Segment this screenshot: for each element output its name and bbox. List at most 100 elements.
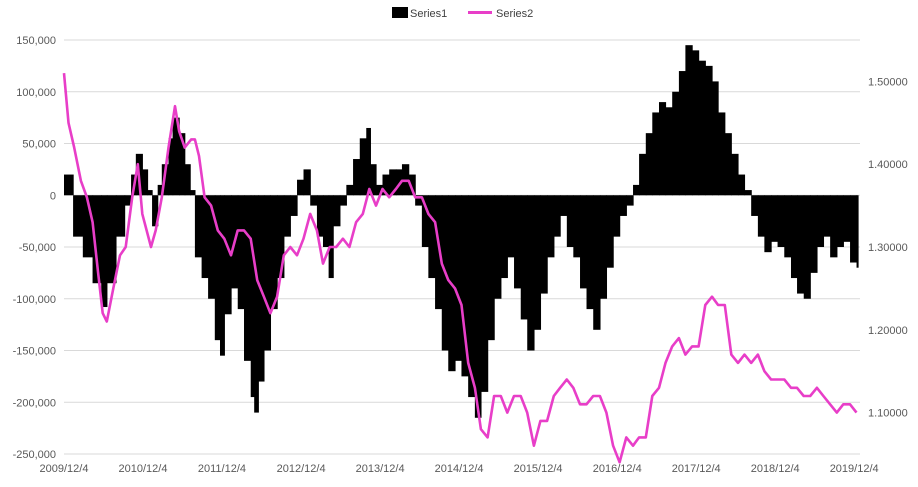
series1-bar <box>816 195 825 247</box>
y-left-tick-label: -250,000 <box>13 449 56 461</box>
series1-bar <box>599 195 608 299</box>
series1-bar <box>540 195 548 294</box>
series1-bar <box>106 195 117 284</box>
series1-bar <box>633 184 640 196</box>
series1-bar <box>333 195 341 227</box>
series1-bar <box>64 174 74 196</box>
series1-bar <box>184 164 191 196</box>
series1-bar <box>672 91 680 196</box>
series1-bar <box>830 195 838 258</box>
series1-bar <box>339 195 347 206</box>
series1-bar <box>270 195 278 310</box>
x-tick-label: 2014/12/4 <box>435 463 484 475</box>
series1-bar <box>389 169 397 196</box>
series1-bar <box>520 195 528 320</box>
series1-bar <box>328 195 334 279</box>
series1-bar <box>277 195 285 279</box>
series1-bar <box>658 102 667 196</box>
series1-bar <box>731 153 739 196</box>
series1-bar <box>237 195 245 310</box>
series1-bar <box>705 65 713 196</box>
series1-bar <box>73 195 84 237</box>
x-tick-label: 2010/12/4 <box>119 463 168 475</box>
series1-bar <box>454 195 463 361</box>
series1-bar <box>823 195 831 237</box>
series1-bar <box>303 169 311 196</box>
series1-bar <box>359 138 367 196</box>
series1-bar <box>639 153 647 196</box>
legend-swatch-series1 <box>392 7 408 18</box>
series1-bar <box>468 195 476 398</box>
series2-line-group <box>62 72 858 464</box>
x-tick-label: 2019/12/4 <box>830 463 879 475</box>
series1-bar <box>712 81 719 196</box>
series1-bar <box>310 195 318 206</box>
series1-bar <box>527 195 535 351</box>
series1-bar <box>790 195 798 279</box>
series1-bar <box>82 195 94 258</box>
series1-bar <box>224 195 232 315</box>
series1-bar <box>124 195 132 206</box>
series1-bar <box>172 117 180 196</box>
series1-bar <box>101 195 108 308</box>
x-tick-label: 2012/12/4 <box>277 463 326 475</box>
series1-bar <box>777 195 785 247</box>
series1-bar <box>297 179 305 196</box>
series1-bar <box>179 133 186 196</box>
series1-bar <box>395 169 403 196</box>
series1-bar <box>375 184 384 196</box>
series1-bar <box>487 195 495 341</box>
series1-bar <box>553 195 561 237</box>
series1-bar <box>757 195 765 237</box>
y-left-tick-label: -50,000 <box>19 242 56 254</box>
series1-bar <box>290 195 298 216</box>
series1-bar <box>784 195 792 258</box>
series1-bar <box>836 195 844 247</box>
series1-bar <box>613 195 621 237</box>
series1-bar <box>573 195 581 258</box>
series1-bar <box>428 195 436 279</box>
series1-bar <box>254 195 259 413</box>
y-right-tick-label: 1.50000 <box>868 76 908 88</box>
series1-bar <box>382 174 390 196</box>
series1-bar <box>322 195 330 247</box>
series1-bar <box>803 195 811 299</box>
y-left-tick-label: -100,000 <box>13 294 56 306</box>
series1-bar <box>474 195 482 418</box>
series1-bar <box>593 195 601 330</box>
series1-bar <box>850 195 858 263</box>
series1-bar <box>810 195 818 273</box>
series1-bar <box>115 195 126 237</box>
series1-bar <box>219 195 225 356</box>
series1-bar <box>645 133 653 196</box>
series1-bar <box>92 195 102 284</box>
x-axis: 2009/12/4 2010/12/4 2011/12/4 2012/12/4 2013… <box>40 463 879 475</box>
series1-bar <box>744 190 752 196</box>
series1-bar <box>606 195 614 268</box>
x-tick-label: 2011/12/4 <box>198 463 246 475</box>
x-tick-label: 2018/12/4 <box>751 463 800 475</box>
y-left-tick-label: 100,000 <box>16 87 56 99</box>
series1-bar <box>560 195 568 216</box>
series1-bar <box>533 195 542 330</box>
series1-bar <box>421 195 429 247</box>
series1-bar <box>771 195 779 242</box>
series1-bar <box>190 190 196 196</box>
series1-bar <box>370 164 377 196</box>
x-tick-label: 2013/12/4 <box>356 463 405 475</box>
series1-bar <box>147 190 153 196</box>
y-left-tick-label: 50,000 <box>22 139 56 151</box>
series1-bar <box>283 195 291 237</box>
series1-bar <box>580 195 588 289</box>
series1-bar <box>157 184 163 196</box>
series1-bar <box>316 195 324 237</box>
series1-bar <box>751 195 759 216</box>
series1-bar <box>194 195 203 258</box>
y-right-tick-label: 1.20000 <box>868 325 908 337</box>
y-axis-left: 150,000 100,000 50,000 0 -50,000 -100,000 -150… <box>13 35 56 461</box>
y-left-tick-label: 0 <box>50 190 56 202</box>
series1-bar <box>586 195 594 310</box>
series1-bar <box>461 195 469 377</box>
series1-bar <box>250 195 255 398</box>
